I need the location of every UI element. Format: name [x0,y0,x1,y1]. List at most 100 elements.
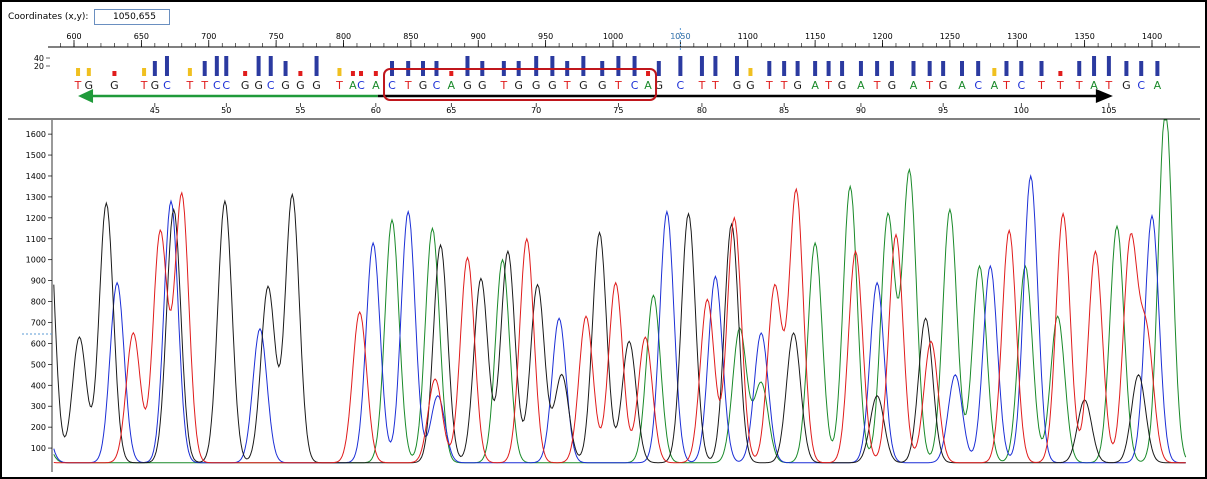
base-index-label: 85 [779,106,789,115]
intensity-tick-label: 1100 [26,235,46,244]
base-call-letter: A [857,79,865,92]
cursor[interactable]: 1050 [670,28,691,50]
base-call-letter: T [140,79,148,92]
base-call-letter: T [499,79,507,92]
quality-bar [359,71,364,76]
base-index-label: 50 [221,106,231,115]
quality-bar [960,61,965,76]
base-call-letter: G [151,79,160,92]
base-call-letter: G [281,79,290,92]
scan-tick-label: 1350 [1074,32,1094,41]
base-call-letter: T [780,79,788,92]
chromatogram-viewer[interactable]: 600 650 700 750 800 850 900 950 1000 1050 1100 1150… [8,2,1200,474]
base-call-letter: C [631,79,639,92]
base-index-label: 100 [1014,106,1029,115]
quality-tick-label: 20 [34,62,44,71]
quality-bar [992,68,997,76]
base-index-label: 55 [295,106,305,115]
base-call-letter: G [548,79,557,92]
base-call-letter: T [698,79,706,92]
scan-tick-label: 600 [66,32,81,41]
base-call-letter: G [478,79,487,92]
intensity-tick-label: 200 [31,423,46,432]
highlight-box [383,68,658,101]
quality-bar [86,68,91,76]
intensity-tick-label: 400 [31,381,46,390]
base-call-letter: C [433,79,441,92]
quality-bar [243,71,248,76]
highlight-rect [383,68,658,101]
base-call-letter: A [991,79,999,92]
coordinates-field[interactable]: 1050,655 [94,9,171,25]
base-call-letter: T [200,79,208,92]
scan-tick-label: 950 [538,32,553,41]
quality-bar [767,61,772,76]
quality-bar [941,61,946,76]
base-call-letter: C [1017,79,1025,92]
base-index-label: 60 [371,106,381,115]
base-call-letter: C [1137,79,1145,92]
quality-bar [1106,56,1111,76]
base-call-letter: C [974,79,982,92]
base-call-letter: A [1154,79,1162,92]
base-call-letter: T [1075,79,1083,92]
base-call-letter: T [824,79,832,92]
base-call-letter: T [925,79,933,92]
quality-bar [616,56,621,76]
base-call-letter: G [579,79,588,92]
intensity-tick-label: 700 [31,318,46,327]
base-index-label: 65 [446,106,456,115]
base-call-letter: G [463,79,472,92]
base-call-letter: C [213,79,221,92]
base-call-letter: A [811,79,819,92]
base-call-letter: C [357,79,365,92]
quality-bar [927,61,932,76]
base-call-letter: A [1090,79,1098,92]
base-call-letter: T [614,79,622,92]
intensity-tick-label: 1000 [26,256,46,265]
intensity-tick-label: 300 [31,402,46,411]
quality-bars [76,56,1160,76]
intensity-tick-label: 100 [31,444,46,453]
quality-bar [858,61,863,76]
right-arrow-head [1095,89,1113,103]
base-call-letter: T [1002,79,1010,92]
base-call-letter: G [514,79,523,92]
scan-tick-label: 700 [201,32,216,41]
quality-bar [202,61,207,76]
base-call-letter: G [296,79,305,92]
quality-bar [314,56,319,76]
base-call-letter: G [1122,79,1131,92]
quality-bar [449,71,454,76]
scan-tick-label: 800 [336,32,351,41]
base-call-letter: G [733,79,742,92]
trace-area [53,119,1187,464]
coordinates-label: Coordinates (x,y): [8,12,89,22]
quality-bar [1077,61,1082,76]
quality-bar [164,56,169,76]
scan-tick-label: 1400 [1142,32,1162,41]
base-call-letter: T [563,79,571,92]
base-index-label: 90 [856,106,866,115]
quality-bar [350,71,355,76]
intensity-axis: 100 200 300 400 500 600 700 800 900 1000 1100 1200 1… [22,120,53,472]
quality-bar [1019,61,1024,76]
base-call-letter: G [746,79,755,92]
quality-bar [734,56,739,76]
quality-bar [748,68,753,76]
base-index-label: 75 [613,106,623,115]
base-call-letter: A [372,79,380,92]
base-call-letter: G [888,79,897,92]
base-call-letter: T [1056,79,1064,92]
quality-bar [1039,61,1044,76]
scan-axis: 600 650 700 750 800 850 900 950 1000 1050 1100 1150… [48,32,1200,48]
quality-bar [142,68,147,76]
base-call-letter: G [241,79,250,92]
scan-tick-label: 1250 [940,32,960,41]
scan-tick-label: 1150 [805,32,825,41]
quality-bar [534,56,539,76]
quality-bar [581,56,586,76]
base-call-letter: G [598,79,607,92]
quality-bar [795,61,800,76]
